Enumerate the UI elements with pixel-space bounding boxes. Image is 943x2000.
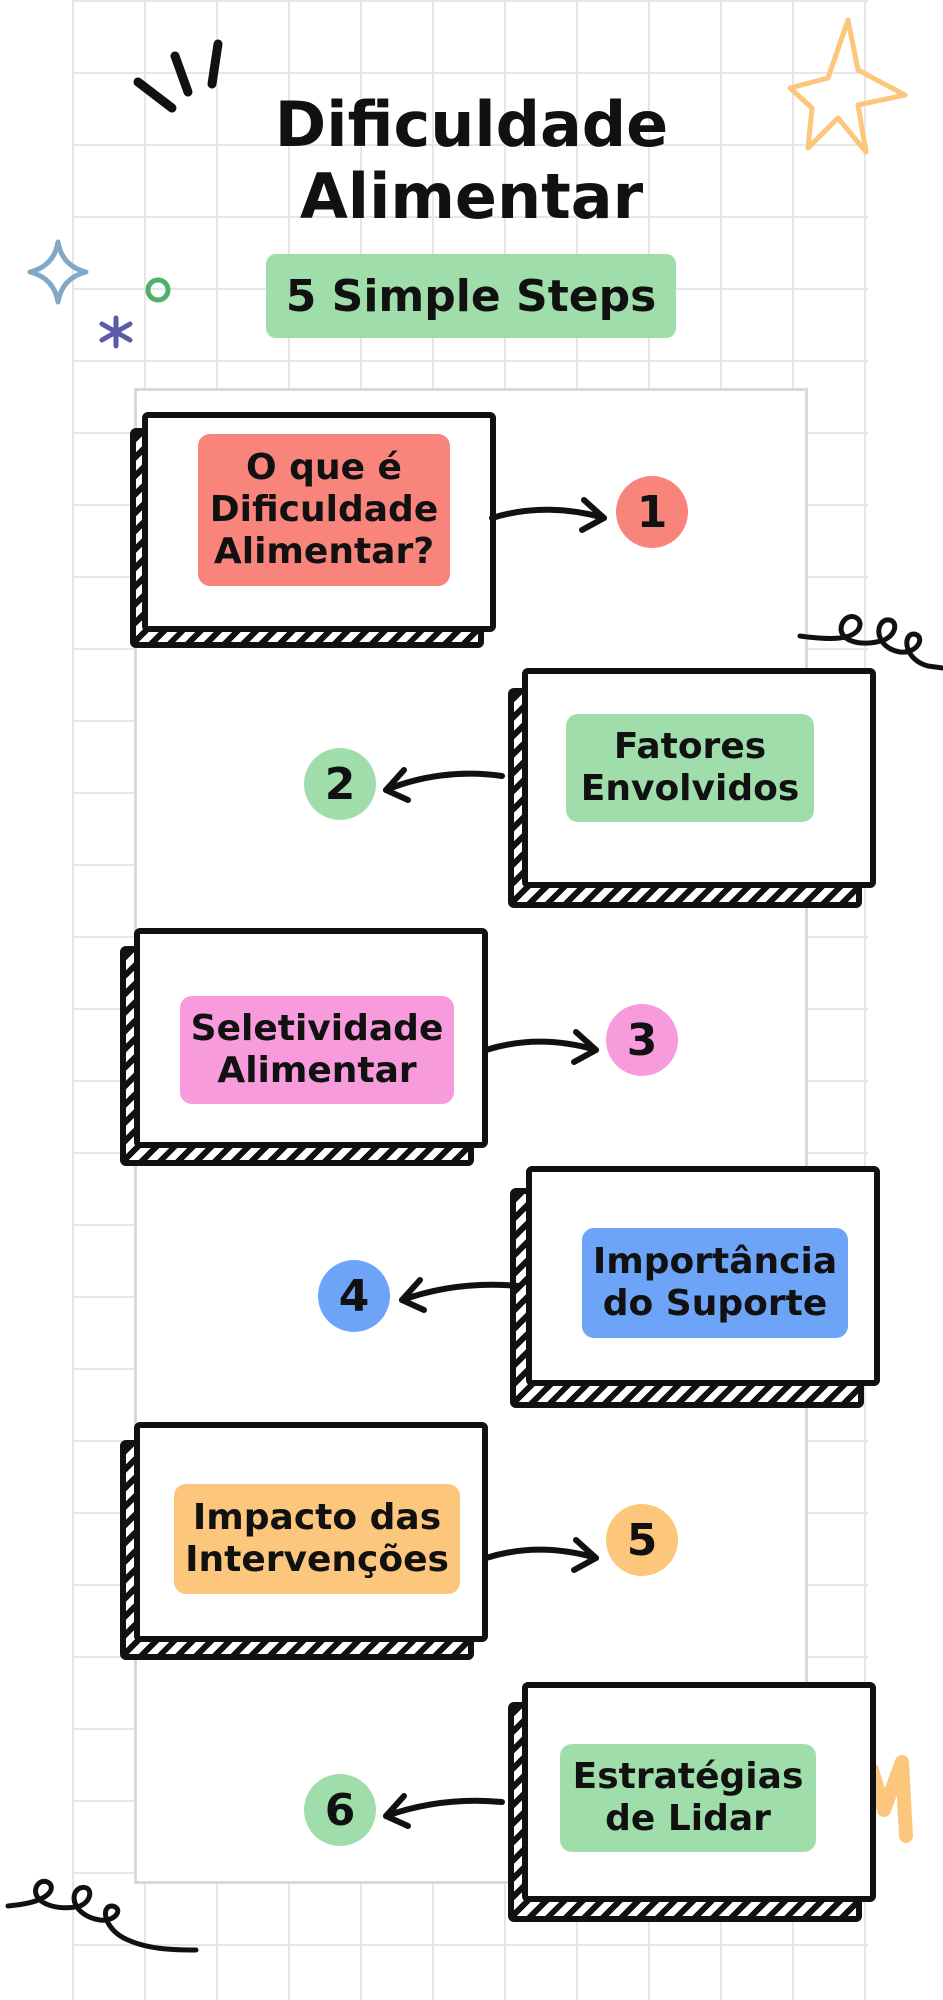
step-label-6: Estratégias de Lidar <box>560 1744 816 1852</box>
step-label-2: Fatores Envolvidos <box>566 714 814 822</box>
step-label-4: Importância do Suporte <box>582 1228 848 1338</box>
arrow-right-3 <box>483 1029 599 1065</box>
arrow-left-6 <box>383 1793 505 1829</box>
step-number-6: 6 <box>304 1774 376 1846</box>
title-line-2: Alimentar <box>299 160 644 233</box>
asterisk-icon <box>99 315 133 349</box>
step-number-1: 1 <box>616 476 688 548</box>
star-outline-icon <box>787 17 908 155</box>
sparkle-icon <box>27 239 89 305</box>
loop-squiggle-icon <box>5 1878 199 1953</box>
step-label-3: Seletividade Alimentar <box>180 996 454 1104</box>
step-label-5: Impacto das Intervenções <box>174 1484 460 1594</box>
arrow-left-4 <box>399 1277 521 1313</box>
arrow-left-2 <box>383 767 505 803</box>
step-number-2: 2 <box>304 748 376 820</box>
loop-squiggle-icon <box>797 614 943 671</box>
step-number-5: 5 <box>606 1504 678 1576</box>
step-number-4: 4 <box>318 1260 390 1332</box>
arrow-right-1 <box>489 497 607 533</box>
circle-icon <box>145 277 171 303</box>
subtitle-badge: 5 Simple Steps <box>266 254 676 338</box>
arrow-right-5 <box>483 1537 599 1573</box>
step-number-3: 3 <box>606 1004 678 1076</box>
burst-lines-icon <box>133 39 223 113</box>
step-label-1: O que é Dificuldade Alimentar? <box>198 434 450 586</box>
title-line-1: Dificuldade <box>274 88 669 161</box>
